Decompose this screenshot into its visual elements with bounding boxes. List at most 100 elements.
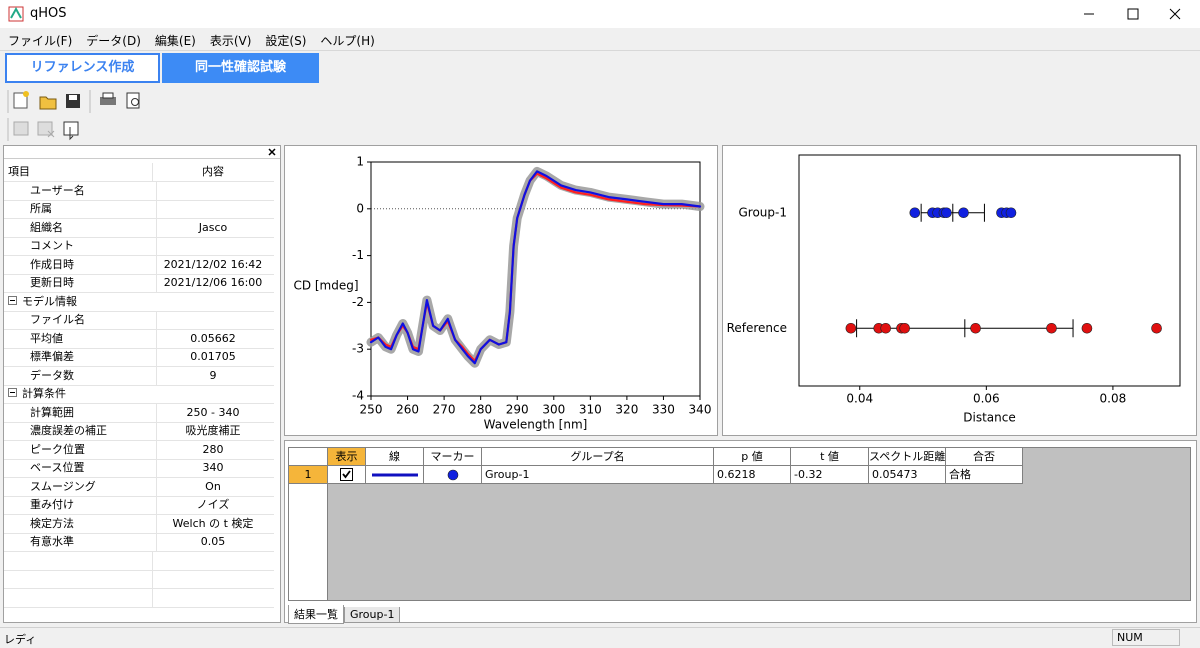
result-cell: Group-1 [482,466,714,484]
property-value: 吸光度補正 [185,424,241,437]
expander-icon [8,295,17,305]
spectrum-chart: 250 260 270 280 290 300 310 320 330 340 -4 -3 -2 -1 0 1… [293,155,712,432]
marker-cell [424,466,482,484]
y-tick-label: -4 [352,389,364,403]
y-tick-label: -1 [352,248,364,262]
result-cell: -0.32 [791,466,869,484]
property-value: 0.05 [200,535,226,548]
property-value: 340 [202,461,224,474]
point [958,207,969,219]
column-header: 合否 [946,448,1023,466]
spectrum-panel: 250 260 270 280 290 300 310 320 330 340 -4 -3 -2 -1 0 1… [284,145,718,436]
column-header: 表示 [328,448,366,466]
property-row: ファイル名 [4,311,274,330]
property-row: 組織名 Jasco [4,218,274,238]
bottom-tab[interactable]: 結果一覧 [288,605,344,624]
property-row: ピーク位置 280 [4,440,274,460]
expander-icon [8,388,17,397]
empty-cell [8,570,153,588]
num-indicator: NUM [1112,629,1180,646]
x-axis-label: Wavelength [nm] [484,418,588,432]
menu-item[interactable]: ファイル(F) [8,34,73,48]
property-row: コメント [4,237,274,256]
tab[interactable]: リファレンス作成 [5,53,160,83]
marker-swatch [447,469,459,481]
checkbox[interactable] [340,468,354,482]
property-value: 2021/12/06 16:00 [163,276,263,289]
x-tick-label: 0.08 [1100,392,1127,406]
menu-item[interactable]: ヘルプ(H) [320,34,375,48]
menu-item[interactable]: 設定(S) [265,34,307,48]
property-label: ベース位置 [8,459,157,477]
empty-row [4,570,274,589]
property-label: コメント [8,237,157,255]
property-label: ピーク位置 [8,440,157,459]
row-number: 1 [289,466,328,484]
y-tick-label: -3 [352,342,364,356]
result-cell: 合格 [946,466,1023,484]
point [880,322,892,334]
x-tick-label: 260 [396,403,419,417]
window-controls[interactable] [1070,0,1200,28]
property-row: モデル情報 [4,293,274,312]
point [899,322,910,334]
property-value: On [205,479,221,493]
category-label: Reference [727,321,787,335]
tab-active[interactable]: 同一性確認試験 [162,53,319,83]
property-value: ノイズ [196,498,230,511]
property-label: 所属 [8,200,157,218]
property-label: データ数 [8,366,157,385]
column-header: p 値 [714,448,791,466]
property-label: 重み付け [8,496,157,514]
property-value: Jasco [198,220,228,234]
x-axis-label: Distance [963,411,1015,425]
property-label: 更新日時 [8,274,157,292]
property-row: ベース位置 340 [4,459,274,478]
x-tick-label: 320 [615,403,638,417]
property-row: 所属 [4,200,274,219]
toolbar[interactable] [0,87,160,143]
checkbox-cell [328,466,366,484]
separator [0,50,1200,51]
x-tick-label: 250 [360,403,383,417]
point [1081,322,1093,334]
empty-cell [8,551,153,570]
point [941,207,952,219]
property-row: 重み付け ノイズ [4,496,274,515]
property-row: 作成日時 2021/12/02 16:42 [4,255,274,275]
status-bar: レディ NUM [0,627,1200,648]
point [1046,322,1057,334]
property-label: ファイル名 [8,311,157,329]
x-tick-label: 300 [542,403,565,417]
y-tick-label: 1 [356,155,364,169]
point [909,207,921,219]
column-header: スペクトル距離 [869,448,946,466]
x-tick-label: 0.04 [846,392,873,406]
property-label: 濃度誤差の補正 [8,422,157,440]
title-bar: qHOS [0,0,1200,28]
menu-bar: ファイル(F) データ(D) 編集(E) 表示(V) 設定(S) ヘルプ(H) [8,32,389,49]
distance-panel: 0.04 0.06 0.08 Distance Group-1 Reference [722,145,1197,436]
y-tick-label: 0 [356,201,364,215]
property-value: 0.05662 [190,331,236,345]
property-label: ユーザー名 [8,181,157,200]
property-row: 更新日時 2021/12/06 16:00 [4,274,274,293]
bottom-tab[interactable]: Group-1 [344,607,401,623]
menu-item[interactable]: 編集(E) [154,34,196,48]
menu-item[interactable]: データ(D) [86,34,141,48]
property-row: 検定方法 Welch の t 検定 [4,514,274,534]
property-label: 作成日時 [8,255,157,274]
close-icon[interactable] [268,148,276,156]
x-tick-label: 270 [433,403,456,417]
expander [8,293,22,311]
menu-item[interactable]: 表示(V) [209,34,252,48]
point [1005,207,1017,219]
point [970,322,981,334]
column-header: グループ名 [482,448,714,466]
x-tick-label: 340 [689,403,712,417]
property-row: 濃度誤差の補正 吸光度補正 [4,422,274,441]
category-label: Group-1 [739,205,788,219]
property-value: 9 [209,368,217,382]
